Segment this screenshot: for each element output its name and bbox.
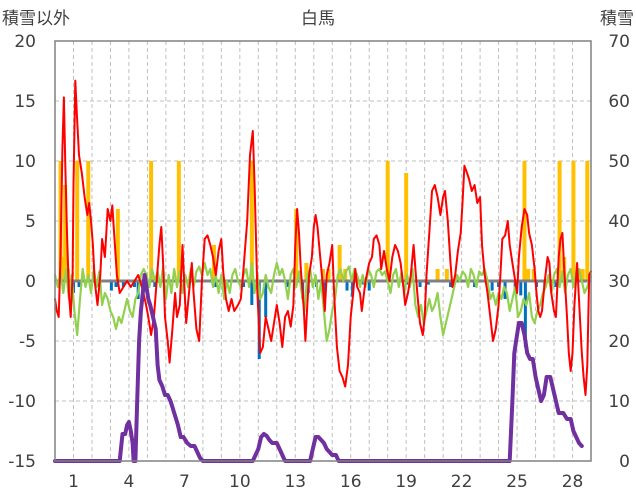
snowfall-bar bbox=[63, 185, 68, 281]
snowfall-bar bbox=[435, 269, 440, 281]
snowfall-bar bbox=[321, 269, 325, 281]
right-tick-label: 30 bbox=[608, 272, 630, 292]
snowfall-bar bbox=[115, 209, 120, 281]
snowfall-bar bbox=[149, 161, 154, 281]
plot-border bbox=[54, 40, 592, 462]
chart-title: 白馬 bbox=[301, 9, 335, 29]
right-tick-label: 40 bbox=[608, 212, 630, 232]
snowfall-bar bbox=[404, 173, 409, 281]
snowfall-bar bbox=[571, 161, 576, 281]
snowfall-bar bbox=[557, 161, 562, 281]
precipitation-bar bbox=[114, 281, 118, 287]
precipitation-bar bbox=[250, 281, 254, 305]
x-tick-label: 19 bbox=[395, 472, 417, 492]
right-tick-label: 20 bbox=[608, 332, 630, 352]
precipitation-bar bbox=[490, 281, 494, 291]
snowfall-bar bbox=[75, 161, 80, 281]
left-axis-ticks: 20 15 10 5 0 -5 -10 -15 bbox=[8, 32, 36, 472]
precipitation-bar bbox=[473, 281, 477, 287]
left-tick-label: -10 bbox=[8, 392, 36, 412]
x-tick-label: 1 bbox=[68, 472, 79, 492]
precipitation-bar bbox=[109, 281, 113, 291]
precipitation-bar bbox=[523, 281, 527, 347]
precipitation-bar bbox=[418, 281, 422, 287]
left-tick-label: 10 bbox=[14, 152, 36, 172]
snowfall-bar bbox=[526, 269, 531, 281]
snowfall-bar bbox=[304, 263, 309, 281]
x-axis-ticks: 1 4 7 10 13 16 19 22 25 28 bbox=[68, 472, 583, 492]
precipitation-bar bbox=[367, 281, 371, 291]
right-axis-title: 積雪 bbox=[600, 9, 634, 29]
x-tick-label: 16 bbox=[340, 472, 362, 492]
precipitation-bar bbox=[345, 281, 349, 291]
x-tick-label: 22 bbox=[451, 472, 473, 492]
snowfall-bar bbox=[531, 269, 536, 281]
precipitation-bar bbox=[77, 281, 81, 287]
x-tick-label: 28 bbox=[562, 472, 584, 492]
precipitation-bar bbox=[121, 281, 125, 287]
precipitation-bar bbox=[554, 281, 558, 287]
right-tick-label: 50 bbox=[608, 152, 630, 172]
right-tick-label: 0 bbox=[619, 452, 630, 472]
snowfall-bar bbox=[176, 161, 181, 281]
precipitation-bar bbox=[264, 281, 268, 317]
snowfall-bar bbox=[522, 161, 527, 281]
snowfall-bar bbox=[444, 269, 449, 281]
precipitation-bar bbox=[214, 281, 218, 287]
left-tick-label: 5 bbox=[25, 212, 36, 232]
precipitation-bar bbox=[323, 281, 327, 299]
snowfall-bar bbox=[580, 269, 585, 281]
precipitation-bar bbox=[426, 281, 430, 285]
x-tick-label: 4 bbox=[124, 472, 135, 492]
snowfall-bar bbox=[86, 161, 91, 281]
snow-depth-line bbox=[53, 273, 584, 463]
right-axis-ticks: 70 60 50 40 30 20 10 0 bbox=[608, 32, 630, 472]
precipitation-bar bbox=[519, 281, 523, 296]
snowfall-bar bbox=[249, 161, 254, 281]
precipitation-bar bbox=[132, 281, 136, 287]
series-lines bbox=[53, 79, 593, 463]
x-tick-label: 13 bbox=[284, 472, 306, 492]
plot-frame bbox=[54, 40, 592, 462]
x-tick-label: 7 bbox=[179, 472, 190, 492]
left-tick-label: 20 bbox=[14, 32, 36, 52]
precipitation-bar bbox=[242, 281, 246, 287]
right-tick-label: 60 bbox=[608, 92, 630, 112]
grid bbox=[55, 41, 591, 461]
x-tick-label: 25 bbox=[506, 472, 528, 492]
right-tick-label: 10 bbox=[608, 392, 630, 412]
x-tick-label: 10 bbox=[229, 472, 251, 492]
snowfall-bar bbox=[337, 245, 342, 281]
right-tick-label: 70 bbox=[608, 32, 630, 52]
snowfall-bar bbox=[585, 161, 590, 281]
left-tick-label: 0 bbox=[25, 272, 36, 292]
left-tick-label: 15 bbox=[14, 92, 36, 112]
snowfall-bar bbox=[385, 161, 390, 281]
left-tick-label: -5 bbox=[19, 332, 36, 352]
left-tick-label: -15 bbox=[8, 452, 36, 472]
precipitation-bar bbox=[286, 281, 290, 287]
precipitation-bar bbox=[153, 281, 157, 287]
precipitation-bar bbox=[449, 281, 453, 287]
temperature-line bbox=[54, 79, 592, 396]
precipitation-bar bbox=[497, 281, 501, 287]
snowfall-bar bbox=[326, 269, 331, 281]
left-axis-title: 積雪以外 bbox=[2, 9, 70, 29]
